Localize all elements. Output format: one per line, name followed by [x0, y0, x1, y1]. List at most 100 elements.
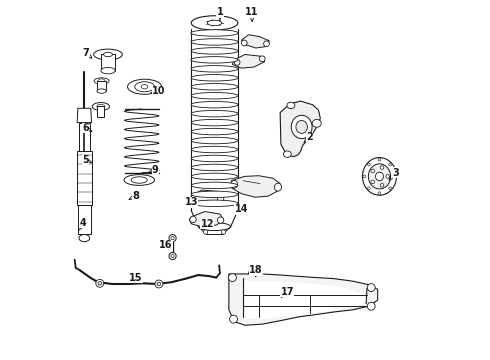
Ellipse shape: [378, 192, 381, 195]
Text: 2: 2: [304, 132, 313, 143]
Ellipse shape: [191, 164, 238, 171]
Polygon shape: [191, 190, 223, 204]
Text: 13: 13: [184, 197, 198, 207]
Polygon shape: [242, 35, 270, 48]
Ellipse shape: [191, 111, 238, 117]
Bar: [101, 54, 115, 71]
Ellipse shape: [389, 187, 392, 190]
Ellipse shape: [169, 252, 176, 260]
Text: 16: 16: [159, 240, 173, 250]
Ellipse shape: [248, 268, 262, 282]
Ellipse shape: [191, 102, 238, 108]
Ellipse shape: [97, 89, 106, 93]
Text: 8: 8: [129, 191, 139, 201]
Ellipse shape: [135, 82, 154, 92]
Polygon shape: [243, 281, 367, 319]
Text: 11: 11: [245, 7, 259, 21]
Ellipse shape: [371, 169, 374, 173]
Text: 14: 14: [235, 204, 248, 215]
Ellipse shape: [228, 274, 236, 282]
Ellipse shape: [191, 191, 238, 198]
Ellipse shape: [191, 200, 238, 207]
Ellipse shape: [92, 103, 109, 111]
Ellipse shape: [389, 163, 392, 166]
Ellipse shape: [207, 20, 221, 26]
Polygon shape: [190, 212, 223, 227]
Ellipse shape: [363, 175, 366, 178]
Bar: [97, 81, 106, 91]
Ellipse shape: [124, 175, 154, 185]
Polygon shape: [229, 274, 378, 325]
Ellipse shape: [191, 146, 238, 153]
Bar: [77, 151, 92, 205]
Ellipse shape: [264, 41, 270, 46]
Ellipse shape: [368, 164, 391, 189]
Ellipse shape: [191, 75, 238, 81]
Text: 3: 3: [389, 168, 399, 180]
Ellipse shape: [157, 282, 161, 286]
Ellipse shape: [259, 56, 265, 62]
Ellipse shape: [191, 173, 238, 180]
Ellipse shape: [171, 255, 174, 258]
Ellipse shape: [101, 67, 115, 74]
Ellipse shape: [191, 84, 238, 90]
Text: 5: 5: [82, 155, 92, 165]
Ellipse shape: [141, 85, 148, 89]
Ellipse shape: [191, 155, 238, 162]
Ellipse shape: [97, 104, 105, 109]
Ellipse shape: [191, 129, 238, 135]
Ellipse shape: [190, 216, 196, 223]
Ellipse shape: [312, 120, 321, 127]
Text: 17: 17: [281, 287, 294, 297]
Ellipse shape: [283, 151, 291, 157]
Ellipse shape: [79, 234, 90, 242]
Ellipse shape: [230, 315, 238, 323]
Ellipse shape: [191, 137, 238, 144]
Ellipse shape: [368, 187, 370, 190]
Ellipse shape: [218, 217, 224, 224]
Ellipse shape: [198, 223, 231, 230]
Bar: [97, 107, 104, 117]
Ellipse shape: [287, 102, 295, 109]
Ellipse shape: [96, 279, 104, 287]
Ellipse shape: [191, 93, 238, 99]
Ellipse shape: [221, 230, 225, 234]
Ellipse shape: [251, 271, 259, 279]
Ellipse shape: [169, 234, 176, 242]
Text: 4: 4: [78, 218, 86, 231]
Text: 6: 6: [82, 123, 92, 133]
Polygon shape: [232, 54, 265, 68]
Ellipse shape: [378, 158, 381, 161]
Ellipse shape: [131, 177, 147, 183]
Ellipse shape: [380, 166, 384, 169]
Ellipse shape: [191, 48, 238, 54]
Ellipse shape: [191, 66, 238, 72]
Text: 12: 12: [200, 219, 214, 229]
Text: 18: 18: [249, 265, 263, 276]
Ellipse shape: [368, 284, 375, 292]
Ellipse shape: [191, 182, 238, 189]
Ellipse shape: [242, 40, 247, 46]
Ellipse shape: [98, 79, 105, 83]
Ellipse shape: [234, 59, 240, 65]
Ellipse shape: [191, 120, 238, 126]
Ellipse shape: [155, 280, 163, 288]
Ellipse shape: [103, 52, 113, 57]
Ellipse shape: [127, 79, 162, 94]
Ellipse shape: [393, 175, 396, 178]
Polygon shape: [231, 176, 280, 197]
Ellipse shape: [203, 230, 208, 234]
Ellipse shape: [386, 175, 390, 178]
Ellipse shape: [191, 30, 238, 36]
Ellipse shape: [94, 49, 122, 60]
Bar: [78, 205, 91, 234]
Ellipse shape: [171, 237, 174, 240]
Text: 1: 1: [217, 7, 223, 21]
Ellipse shape: [191, 16, 238, 30]
Text: 10: 10: [151, 86, 166, 96]
Ellipse shape: [291, 115, 312, 139]
Ellipse shape: [191, 57, 238, 63]
Ellipse shape: [94, 78, 109, 84]
Polygon shape: [77, 108, 92, 123]
Ellipse shape: [231, 180, 238, 188]
